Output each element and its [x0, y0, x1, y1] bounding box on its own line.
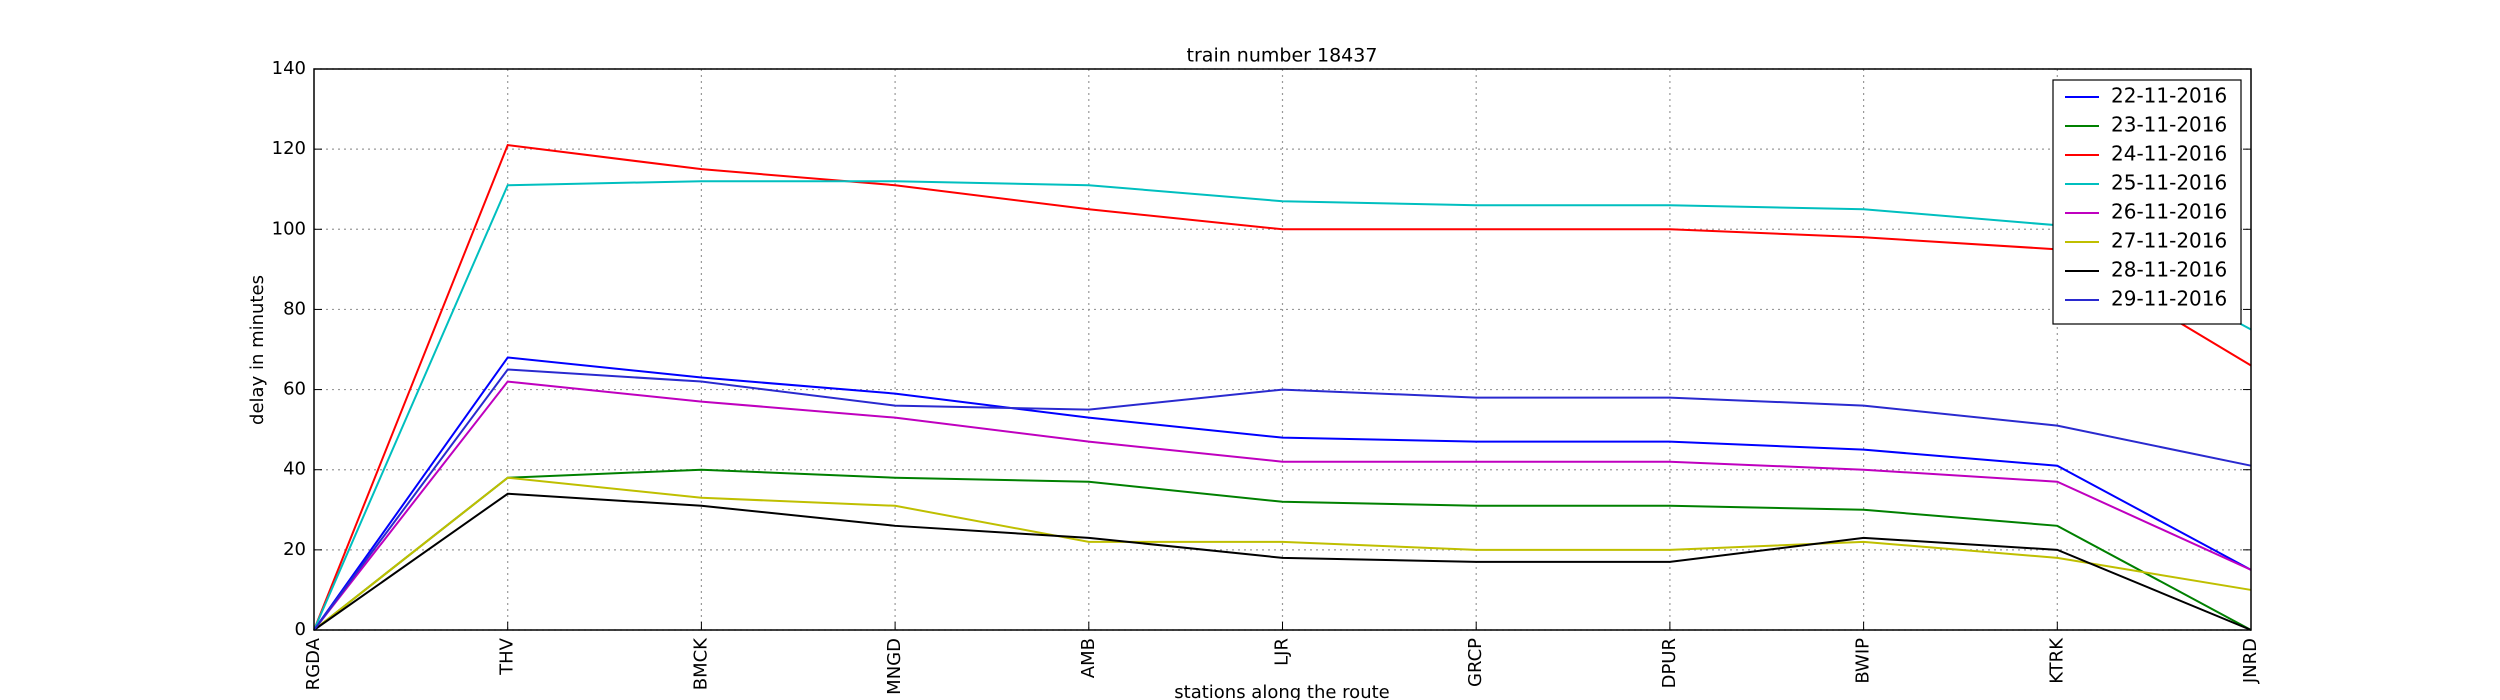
y-tick-label: 100	[272, 218, 306, 239]
y-tick-label: 80	[283, 298, 306, 319]
y-tick-label: 40	[283, 459, 306, 480]
series-line	[313, 368, 2252, 631]
legend-label: 28-11-2016	[2111, 258, 2227, 282]
y-tick-label: 0	[295, 619, 306, 640]
x-tick-label: BWIP	[1853, 638, 1874, 684]
legend-label: 29-11-2016	[2111, 287, 2227, 311]
series-line	[313, 380, 2252, 631]
chart-title: train number 18437	[1187, 45, 1378, 67]
x-tick-label: GRCP	[1465, 638, 1486, 687]
x-tick-label: MNGD	[884, 638, 905, 695]
series-line	[313, 356, 2252, 631]
y-tick-label: 20	[283, 539, 306, 560]
x-tick-label: AMB	[1078, 638, 1099, 678]
legend-label: 26-11-2016	[2111, 200, 2227, 224]
legend-label: 24-11-2016	[2111, 142, 2227, 166]
series-line	[313, 180, 2252, 631]
y-tick-label: 140	[272, 58, 306, 79]
series-line	[313, 476, 2252, 631]
legend-label: 23-11-2016	[2111, 113, 2227, 137]
x-tick-label: BMCK	[690, 637, 711, 690]
plot-frame	[313, 68, 2252, 631]
x-tick-label: KTRK	[2046, 637, 2067, 684]
legend-label: 25-11-2016	[2111, 171, 2227, 195]
x-tick-label: JNRD	[2240, 638, 2261, 684]
x-tick-label: RGDA	[303, 637, 324, 690]
x-tick-label: DPUR	[1659, 638, 1680, 688]
x-tick-label: LJR	[1272, 638, 1293, 666]
legend-label: 22-11-2016	[2111, 84, 2227, 108]
series-line	[313, 144, 2252, 631]
series-line	[313, 492, 2252, 631]
y-tick-label: 60	[283, 379, 306, 400]
legend-label: 27-11-2016	[2111, 229, 2227, 253]
legend: 22-11-2016 23-11-2016 24-11-2016 25-11-2016…	[2052, 79, 2242, 325]
x-tick-label: THV	[497, 637, 518, 676]
x-axis-label: stations along the route	[1174, 682, 1389, 700]
series-line	[313, 468, 2252, 631]
y-tick-label: 120	[272, 138, 306, 159]
legend-box	[2052, 79, 2242, 325]
y-axis-label: delay in minutes	[247, 275, 268, 425]
